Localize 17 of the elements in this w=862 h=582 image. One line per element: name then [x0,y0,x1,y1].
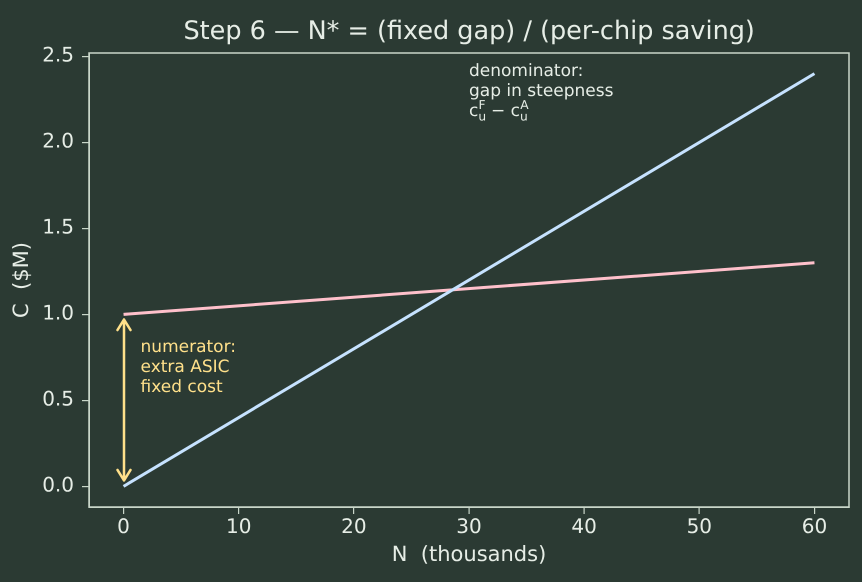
y-tick-label: 1.0 [42,300,74,325]
y-tick-label: 0.0 [42,472,74,497]
x-tick-label: 40 [571,514,597,538]
y-tick-label: 1.5 [42,214,74,239]
y-tick-label: 0.5 [42,386,74,411]
x-axis-title: N (thousands) [392,542,546,566]
y-axis-title: C ($M) [9,242,34,318]
chart-title: Step 6 — N* = (fixed gap) / (per-chip saving) [184,16,755,46]
x-tick-label: 60 [802,514,828,538]
y-tick-label: 2.5 [42,42,74,67]
x-tick-label: 20 [341,514,367,538]
x-tick-label: 0 [117,514,130,538]
x-tick-label: 10 [226,514,252,538]
x-tick-label: 30 [456,514,482,538]
y-tick-label: 2.0 [42,128,74,153]
x-tick-label: 50 [686,514,712,538]
annotation: numerator: extra ASIC fixed cost [140,337,236,398]
